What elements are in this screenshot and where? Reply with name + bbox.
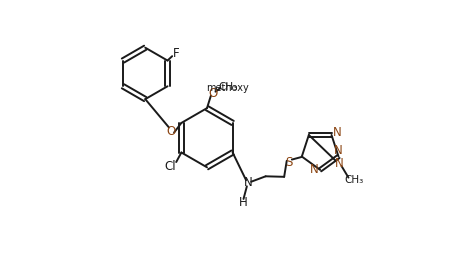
Text: S: S [285,156,293,169]
Text: N: N [335,157,344,170]
Text: methoxy: methoxy [206,83,249,93]
Text: O: O [209,87,218,100]
Text: Cl: Cl [164,160,176,173]
Text: O: O [166,125,176,138]
Text: F: F [173,47,179,60]
Text: CH₃: CH₃ [344,175,363,185]
Text: CH₃: CH₃ [218,82,237,92]
Text: H: H [239,196,248,209]
Text: N: N [333,126,342,139]
Text: N: N [244,176,253,189]
Text: N: N [310,163,319,176]
Text: N: N [334,144,343,157]
